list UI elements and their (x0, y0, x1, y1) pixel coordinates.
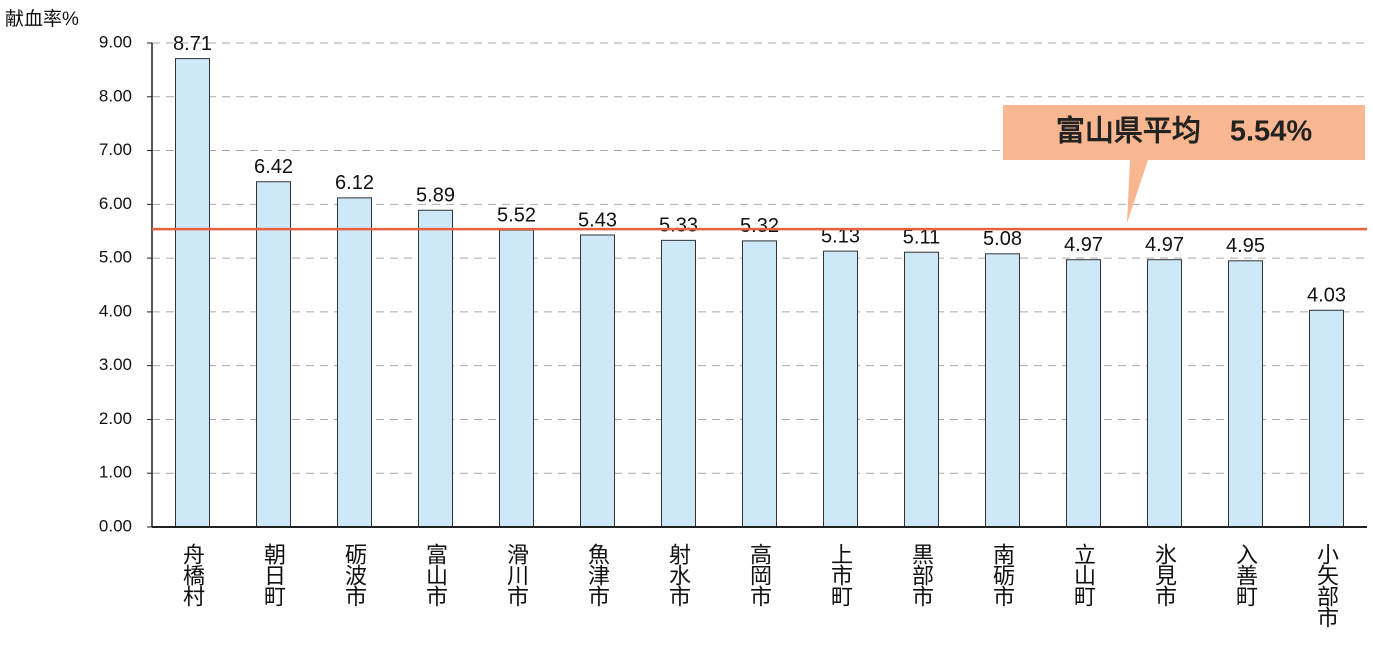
y-axis-label: 献血率% (5, 8, 79, 30)
x-tick-label: 富山市 (423, 543, 448, 607)
bar (418, 209, 453, 528)
y-tick-label: 1.00 (99, 463, 132, 482)
x-tick-label: 朝日町 (261, 543, 286, 607)
x-tick-label: 氷見市 (1152, 543, 1177, 607)
bar (1066, 259, 1101, 528)
y-tick-label: 8.00 (99, 86, 132, 105)
value-label: 5.11 (903, 226, 940, 248)
y-tick-label: 5.00 (99, 248, 132, 267)
bar (499, 229, 534, 528)
value-label: 5.32 (740, 215, 779, 237)
value-label: 5.33 (659, 215, 698, 237)
y-tick-label: 4.00 (99, 301, 132, 320)
x-tick-label: 小矢部市 (1314, 543, 1339, 628)
value-label: 6.12 (335, 172, 374, 194)
x-tick-label: 上市町 (828, 543, 853, 607)
value-label: 5.13 (821, 225, 860, 247)
value-label: 5.52 (497, 204, 536, 226)
value-label: 5.08 (983, 228, 1022, 250)
bar (904, 251, 939, 528)
value-label: 5.43 (578, 209, 617, 231)
bar (742, 240, 777, 528)
value-label: 5.89 (416, 185, 455, 207)
value-label: 6.42 (254, 156, 293, 178)
bar (175, 58, 210, 528)
bar (985, 253, 1020, 528)
y-tick-label: 7.00 (99, 140, 132, 159)
x-tick-label: 高岡市 (747, 543, 772, 607)
value-label: 8.71 (173, 33, 212, 55)
bar (1309, 309, 1344, 528)
value-label: 4.03 (1307, 285, 1346, 307)
bar (580, 234, 615, 528)
x-tick-label: 魚津市 (585, 543, 610, 607)
x-tick-label: 立山町 (1071, 543, 1096, 607)
y-tick-label: 0.00 (99, 516, 132, 535)
x-tick-label: 砺波市 (342, 543, 367, 607)
x-tick-label: 入善町 (1233, 543, 1258, 607)
x-tick-label: 滑川市 (504, 543, 529, 607)
bar (337, 197, 372, 528)
x-tick-label: 南砺市 (990, 543, 1015, 607)
bar (1147, 259, 1182, 528)
y-tick-label: 2.00 (99, 409, 132, 428)
y-tick-label: 3.00 (99, 355, 132, 374)
value-label: 4.97 (1064, 234, 1103, 256)
bar (823, 250, 858, 528)
value-label: 4.95 (1226, 235, 1265, 257)
bar (661, 239, 696, 528)
bar (1228, 260, 1263, 528)
x-tick-label: 黒部市 (909, 543, 934, 607)
y-tick-label: 9.00 (99, 32, 132, 51)
value-label: 4.97 (1145, 234, 1184, 256)
x-tick-label: 射水市 (666, 543, 691, 607)
bar (256, 181, 291, 528)
callout-box (1003, 105, 1365, 224)
y-tick-label: 6.00 (99, 194, 132, 213)
x-tick-label: 舟橋村 (180, 543, 205, 607)
reference-label: 富山県平均 5.54% (1056, 114, 1312, 148)
